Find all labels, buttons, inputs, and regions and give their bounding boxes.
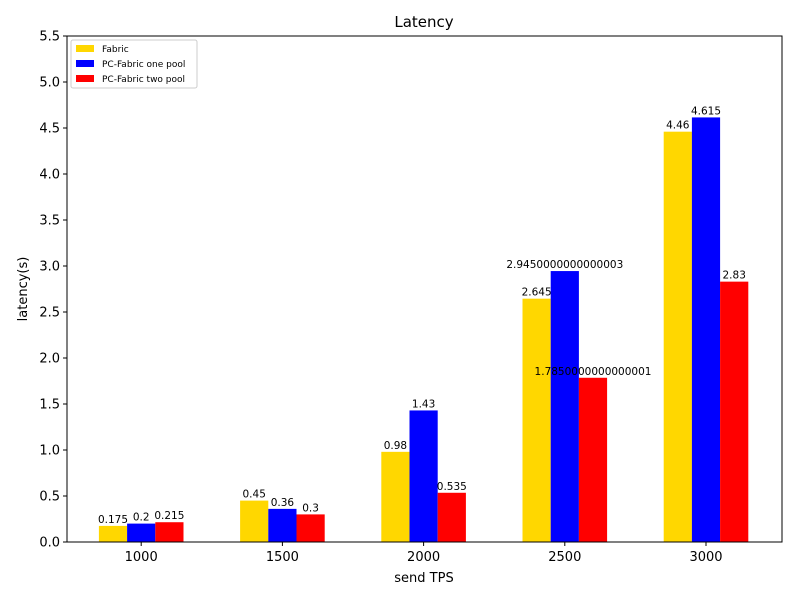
data-label-2-0: 0.215	[154, 510, 184, 522]
x-axis-title: send TPS	[394, 571, 453, 586]
y-tick-label-4: 2.0	[39, 352, 60, 367]
bar-0-2	[381, 451, 410, 542]
data-label-0-2: 0.98	[384, 440, 407, 452]
data-label-0-0: 0.175	[98, 514, 128, 526]
data-label-1-1: 0.36	[271, 497, 295, 509]
data-label-2-4: 2.83	[723, 270, 746, 282]
legend-frame	[70, 39, 198, 89]
x-tick-label-4: 3000	[689, 550, 722, 565]
data-label-0-3: 2.645	[522, 287, 552, 299]
chart-title: Latency	[394, 13, 453, 31]
bar-1-3	[550, 271, 579, 542]
y-tick-label-8: 4.0	[39, 168, 60, 183]
bar-0-4	[663, 131, 692, 542]
bar-2-2	[437, 492, 466, 542]
y-tick-label-5: 2.5	[39, 306, 60, 321]
legend-swatch-2	[76, 75, 94, 82]
legend-swatch-1	[76, 60, 94, 67]
y-tick-label-1: 0.5	[39, 490, 60, 505]
legend-swatch-0	[76, 45, 94, 52]
y-tick-label-2: 1.0	[39, 444, 60, 459]
data-label-0-1: 0.45	[243, 489, 266, 501]
legend-label-1: PC-Fabric one pool	[102, 60, 185, 70]
y-tick-label-7: 3.5	[39, 214, 60, 229]
legend: Fabric PC-Fabric one pool PC-Fabric two po…	[70, 39, 198, 89]
y-axis-title: latency(s)	[16, 257, 31, 322]
bar-2-0	[155, 522, 184, 542]
y-tick-label-3: 1.5	[39, 398, 60, 413]
y-tick-label-6: 3.0	[39, 260, 60, 275]
x-tick-label-2: 2000	[407, 550, 440, 565]
bar-2-4	[720, 281, 749, 542]
y-tick-label-10: 5.0	[39, 76, 60, 91]
bar-1-1	[268, 508, 297, 542]
y-tick-label-9: 4.5	[39, 122, 60, 137]
x-tick-label-3: 2500	[548, 550, 581, 565]
data-label-1-4: 4.615	[691, 105, 721, 117]
y-tick-label-11: 5.5	[39, 30, 60, 45]
y-tick-label-0: 0.0	[39, 536, 60, 551]
bar-2-1	[296, 514, 325, 542]
data-label-0-4: 4.46	[666, 120, 690, 132]
data-label-2-2: 0.535	[437, 481, 467, 493]
x-tick-label-0: 1000	[125, 550, 158, 565]
axes-frame	[66, 35, 783, 543]
bar-2-3	[578, 377, 608, 542]
bar-0-1	[240, 500, 269, 542]
data-label-2-3: 1.7850000000000001	[535, 366, 652, 378]
data-label-2-1: 0.3	[302, 502, 319, 514]
plot-area: 0.175 0.45 0.98 2.645 4.46 0.2 0.36 1.43 2.94500…	[39, 30, 783, 565]
data-label-1-0: 0.2	[133, 512, 150, 524]
bar-1-4	[691, 117, 721, 543]
legend-label-2: PC-Fabric two pool	[102, 75, 185, 85]
bar-0-3	[522, 298, 551, 542]
x-tick-label-1: 1500	[266, 550, 299, 565]
data-label-1-3: 2.9450000000000003	[506, 259, 623, 271]
data-label-1-2: 1.43	[412, 398, 435, 410]
legend-label-0: Fabric	[102, 45, 129, 55]
bar-1-2	[409, 410, 438, 542]
bar-0-0	[98, 525, 128, 542]
bar-1-0	[127, 523, 156, 542]
